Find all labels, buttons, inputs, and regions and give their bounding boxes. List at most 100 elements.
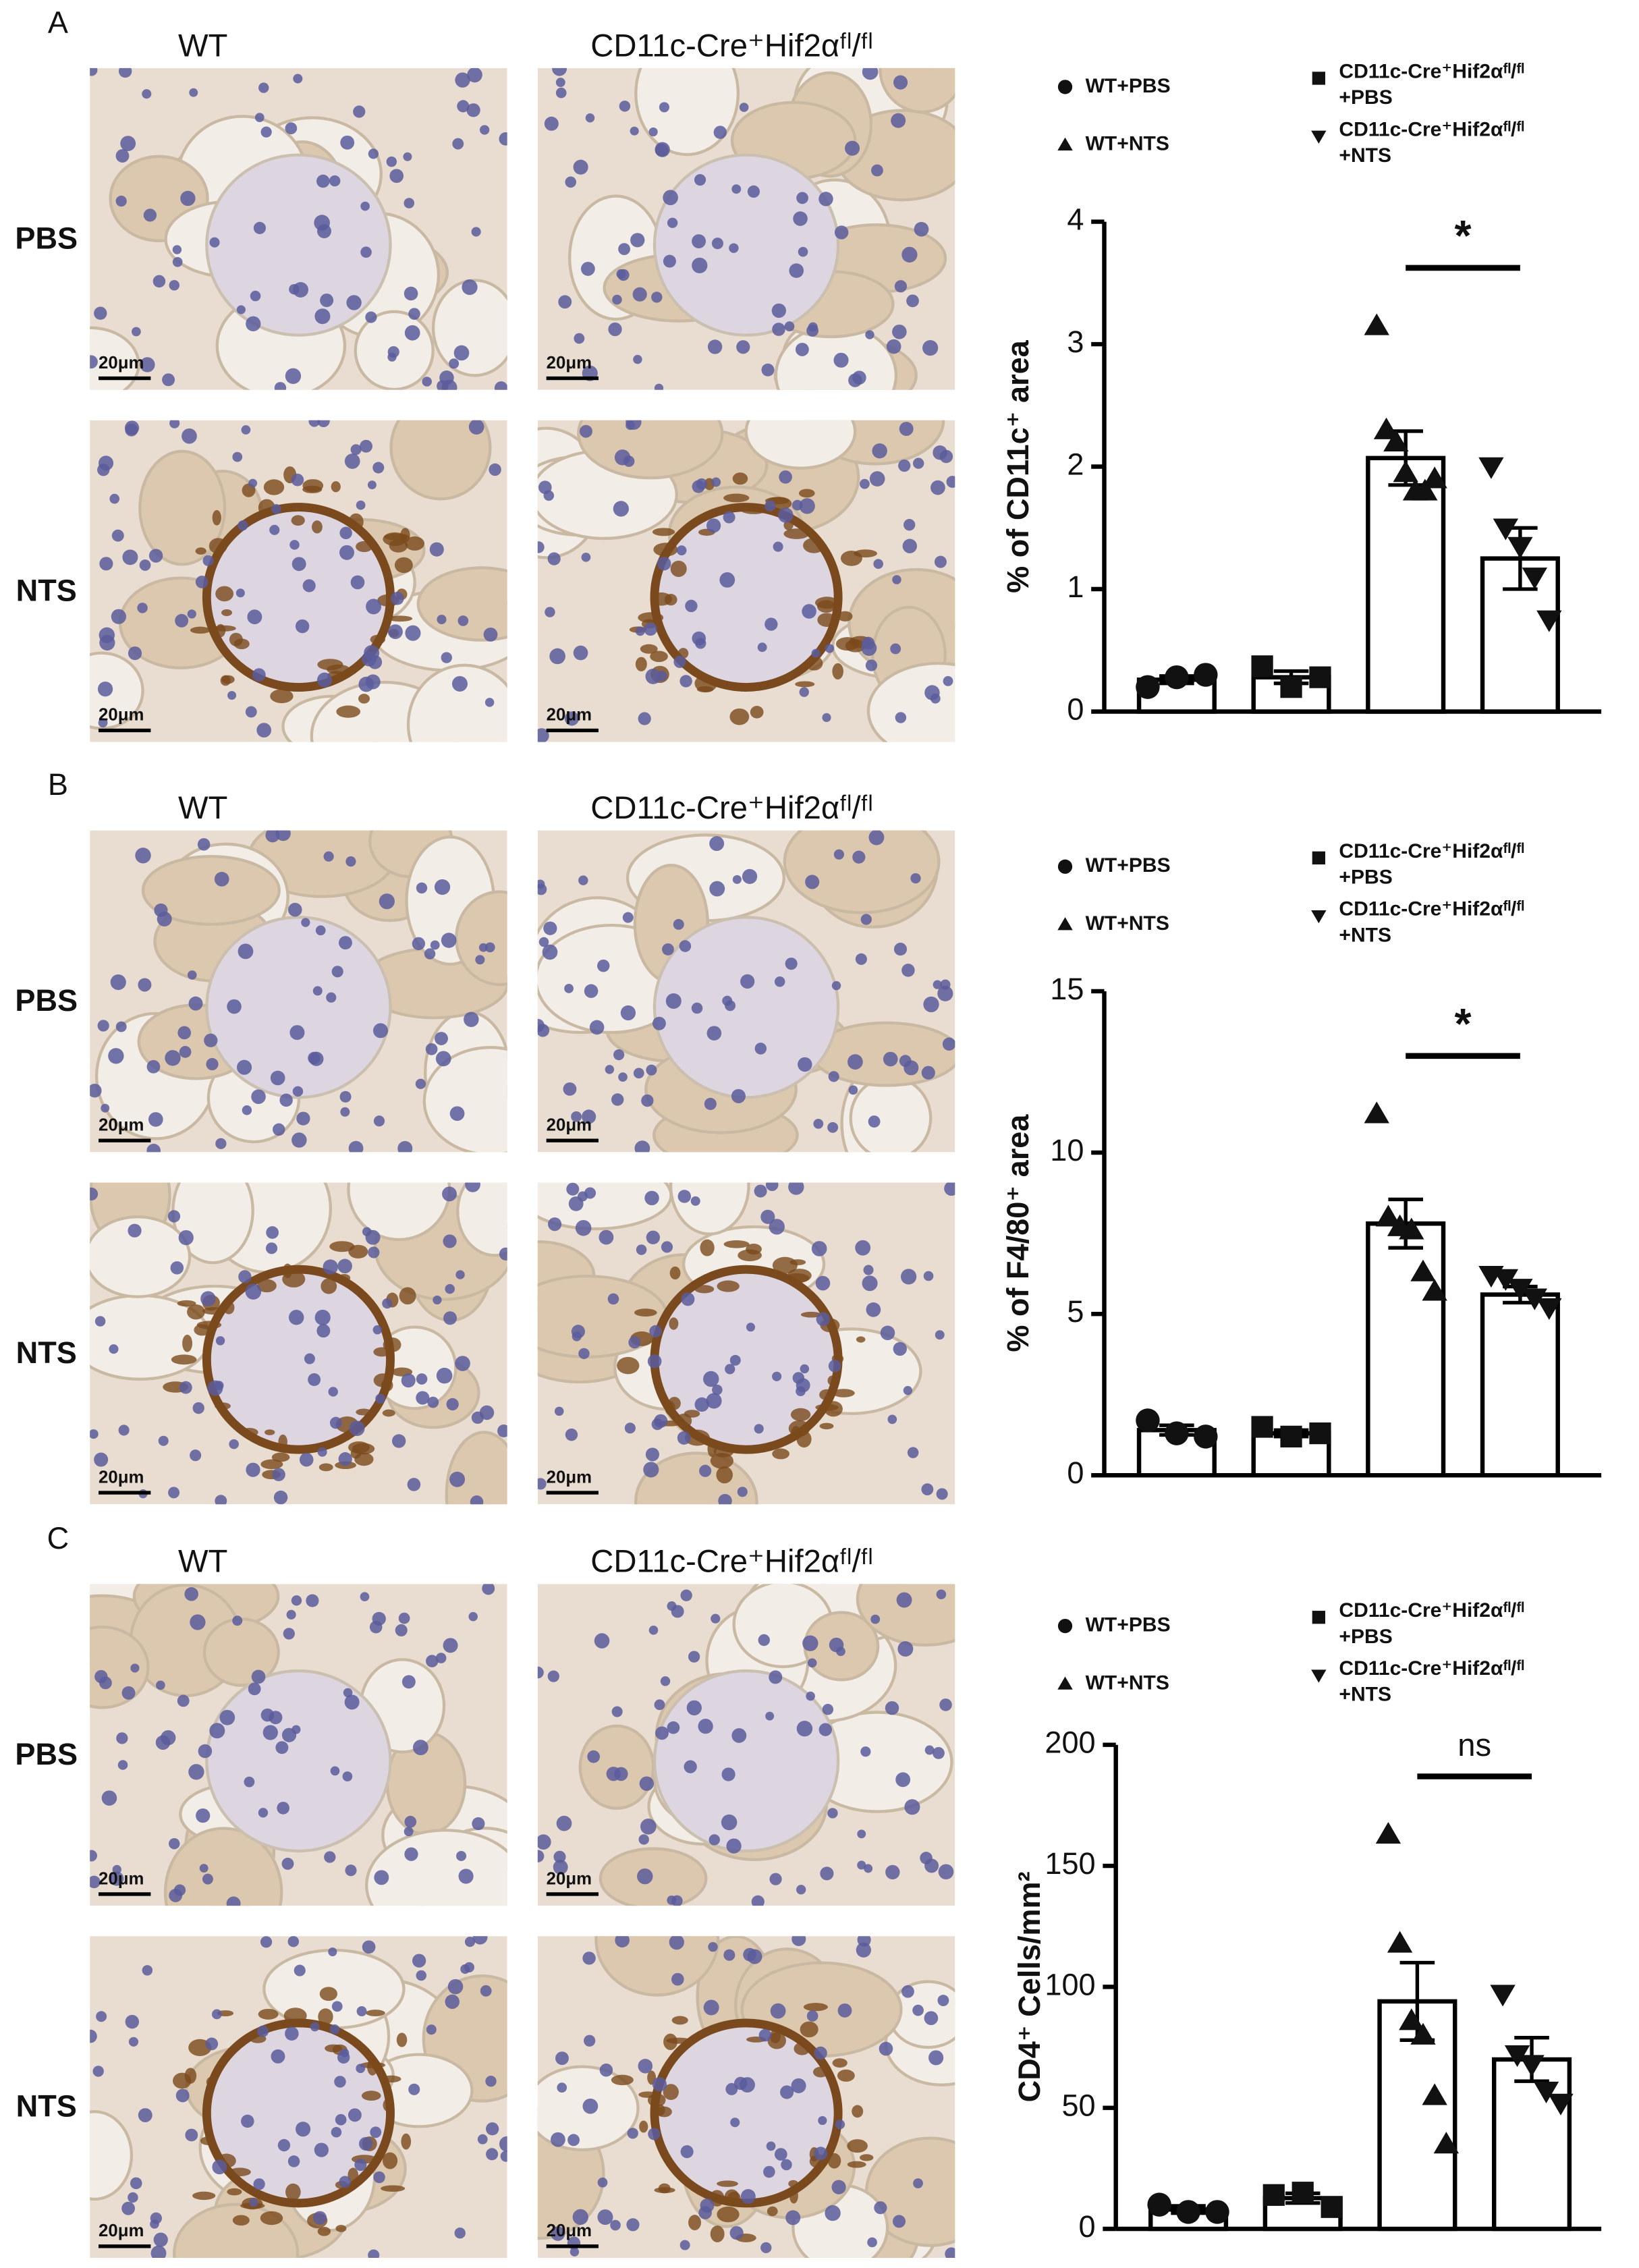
- nucleus: [870, 1614, 881, 1624]
- micrograph-content: [90, 1936, 507, 2258]
- row-label: NTS: [16, 2089, 77, 2124]
- nucleus: [652, 2077, 667, 2092]
- nucleus: [288, 1310, 304, 1325]
- nucleus: [607, 1293, 619, 1305]
- nucleus: [618, 243, 631, 256]
- nucleus: [572, 2209, 588, 2225]
- nucleus: [549, 648, 565, 665]
- nucleus: [640, 1819, 657, 1835]
- nucleus: [729, 2225, 744, 2240]
- nucleus: [437, 614, 447, 625]
- nucleus: [654, 1699, 665, 1711]
- nucleus: [718, 1493, 732, 1505]
- nucleus: [457, 615, 469, 626]
- legend-marker: [1311, 130, 1327, 144]
- stain: [668, 1397, 681, 1410]
- nucleus: [435, 1051, 451, 1067]
- nucleus: [605, 1065, 615, 1074]
- nucleus: [774, 2148, 787, 2161]
- nucleus: [662, 943, 674, 956]
- nucleus: [238, 520, 248, 531]
- nucleus: [862, 1275, 878, 1292]
- nucleus: [185, 2128, 198, 2142]
- nucleus: [121, 1686, 136, 1700]
- nucleus: [721, 1767, 735, 1781]
- nucleus: [180, 190, 196, 206]
- stain: [396, 2032, 408, 2047]
- nucleus: [584, 1187, 596, 1199]
- nucleus: [494, 381, 507, 390]
- nucleus: [391, 592, 404, 605]
- tubule: [445, 1431, 507, 1505]
- nucleus: [372, 1023, 389, 1039]
- nucleus: [215, 1336, 225, 1346]
- legend-marker: [1311, 910, 1327, 924]
- nucleus: [885, 1700, 899, 1715]
- nucleus: [769, 1670, 783, 1684]
- nucleus: [128, 2037, 139, 2047]
- micrograph-content: [537, 67, 955, 390]
- nucleus: [232, 451, 243, 462]
- nucleus: [324, 1851, 336, 1863]
- nucleus: [799, 498, 815, 514]
- data-point: [1375, 1205, 1401, 1227]
- nucleus: [537, 1850, 545, 1862]
- stain: [381, 2185, 406, 2192]
- legend-label: WT+PBS: [1086, 1614, 1171, 1636]
- stain: [700, 1239, 715, 1256]
- nucleus: [356, 2006, 367, 2017]
- nucleus: [765, 500, 776, 511]
- nucleus: [314, 215, 330, 231]
- nucleus: [648, 2128, 661, 2140]
- legend-marker: [1057, 80, 1073, 94]
- nucleus: [725, 2082, 738, 2095]
- nucleus: [241, 2114, 254, 2128]
- nucleus: [275, 830, 291, 841]
- nucleus: [818, 2115, 827, 2126]
- nucleus: [190, 1614, 206, 1630]
- nucleus: [456, 1850, 467, 1861]
- nucleus: [251, 1089, 266, 1105]
- nucleus: [331, 966, 343, 978]
- nucleus: [137, 603, 148, 613]
- nucleus: [227, 690, 237, 700]
- nucleus: [398, 1612, 410, 1624]
- stain: [212, 509, 221, 526]
- nucleus: [206, 1057, 219, 1071]
- legend-marker: [1057, 1618, 1073, 1634]
- nucleus: [140, 357, 155, 372]
- data-point: [1387, 1931, 1413, 1953]
- nucleus: [665, 993, 682, 1009]
- nucleus: [287, 2155, 300, 2167]
- nucleus: [404, 1815, 417, 1828]
- nucleus: [386, 156, 397, 167]
- nucleus: [379, 893, 395, 910]
- nucleus: [436, 1367, 453, 1384]
- nucleus: [265, 1242, 278, 1254]
- stain: [800, 1311, 822, 1318]
- nucleus: [894, 280, 908, 293]
- nucleus: [860, 478, 870, 489]
- stain: [795, 681, 815, 688]
- nucleus: [360, 439, 372, 453]
- nucleus: [499, 132, 507, 146]
- nucleus: [620, 1005, 636, 1021]
- nucleus: [802, 1635, 818, 1651]
- nucleus: [405, 625, 421, 641]
- stain: [847, 2139, 868, 2153]
- nucleus: [404, 1827, 414, 1837]
- stain: [172, 2072, 192, 2089]
- nucleus: [800, 1364, 810, 1374]
- nucleus: [833, 849, 844, 860]
- nucleus: [660, 1676, 671, 1686]
- nucleus: [360, 1592, 370, 1602]
- nucleus: [90, 355, 98, 369]
- data-point: [1412, 478, 1438, 501]
- nucleus: [169, 279, 180, 291]
- nucleus: [226, 1896, 241, 1906]
- nucleus: [638, 2059, 653, 2074]
- nucleus: [275, 1741, 289, 1754]
- nucleus: [323, 851, 334, 862]
- nucleus: [266, 1226, 279, 1239]
- nucleus: [416, 1970, 427, 1981]
